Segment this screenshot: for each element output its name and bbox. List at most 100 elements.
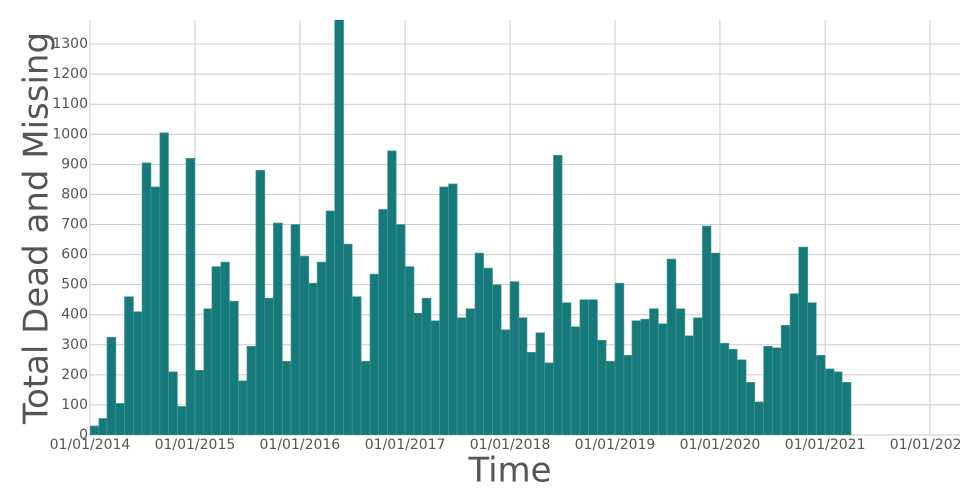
y-tick-label: 1200 <box>52 66 88 82</box>
bar <box>798 246 808 435</box>
bar <box>229 300 239 435</box>
y-tick-label: 800 <box>61 186 88 202</box>
bar <box>177 406 187 435</box>
bar <box>544 362 554 435</box>
y-tick-label: 1300 <box>52 36 88 52</box>
x-tick-label: 01/01/2015 <box>155 437 236 453</box>
bar <box>702 225 712 435</box>
bar <box>824 368 835 435</box>
bar <box>334 20 344 435</box>
y-tick-label: 0 <box>79 427 88 443</box>
bar <box>395 224 406 435</box>
bar <box>159 132 169 435</box>
bar <box>290 224 301 435</box>
bar <box>780 324 791 435</box>
bar <box>387 150 397 435</box>
bar <box>588 299 598 435</box>
bar <box>299 255 310 435</box>
bar <box>404 266 415 435</box>
bar <box>308 282 318 435</box>
bar <box>535 332 545 435</box>
bar <box>640 318 650 435</box>
bar <box>771 347 782 435</box>
bar <box>745 382 756 435</box>
bar <box>246 345 257 435</box>
bar <box>492 284 502 435</box>
x-axis-title: Time <box>467 451 551 491</box>
bar <box>194 370 205 435</box>
bar <box>526 352 537 435</box>
bar <box>378 209 388 435</box>
bar <box>605 361 616 435</box>
x-tick-label: 01/01/2022 <box>890 437 960 453</box>
bar <box>106 336 117 435</box>
y-tick-label: 600 <box>61 247 88 263</box>
bar <box>255 170 266 435</box>
y-tick-label: 400 <box>61 307 88 323</box>
bar <box>509 281 520 435</box>
bar <box>273 222 283 435</box>
bar <box>282 361 292 435</box>
bar <box>561 302 572 435</box>
bar <box>448 183 458 435</box>
bar <box>185 158 196 435</box>
bar <box>719 342 730 435</box>
bar <box>684 335 694 435</box>
y-tick-label: 300 <box>61 337 88 353</box>
x-tick-label: 01/01/2020 <box>680 437 761 453</box>
bar <box>675 308 686 435</box>
bar <box>579 299 589 435</box>
y-tick-label: 500 <box>61 277 88 293</box>
y-axis-title: Total Dead and Missing <box>17 32 57 425</box>
bar <box>203 308 213 435</box>
bar <box>325 210 335 435</box>
bar <box>597 339 607 435</box>
bar <box>710 252 721 435</box>
bar <box>693 317 703 435</box>
y-tick-label: 700 <box>61 216 88 232</box>
bar <box>316 261 327 435</box>
bar <box>369 273 379 435</box>
bar <box>124 296 134 435</box>
bar <box>351 296 362 435</box>
bar <box>439 186 449 435</box>
bar <box>789 293 800 435</box>
tick-labels: 0 100 200 300 400 500 600 700 800 900 1000 1100 1200… <box>50 36 960 453</box>
y-tick-label: 1100 <box>52 96 88 112</box>
bar <box>500 329 511 435</box>
bar <box>763 345 773 435</box>
y-tick-label: 100 <box>61 397 88 413</box>
bar <box>98 418 108 435</box>
y-tick-label: 900 <box>61 156 88 172</box>
bar <box>168 371 178 435</box>
bar <box>483 267 493 435</box>
bar <box>264 297 274 435</box>
bar <box>736 359 747 435</box>
bar <box>141 162 152 435</box>
bar <box>456 317 467 435</box>
bar <box>220 261 230 435</box>
bar <box>666 258 677 435</box>
y-tick-label: 200 <box>61 367 88 383</box>
bar <box>807 302 817 435</box>
x-tick-label: 01/01/2014 <box>50 437 131 453</box>
bar <box>815 355 826 435</box>
x-tick-label: 01/01/2016 <box>260 437 341 453</box>
x-tick-label: 01/01/2018 <box>470 437 551 453</box>
bar <box>614 282 625 435</box>
bar <box>343 243 353 435</box>
bar <box>658 323 668 435</box>
x-tick-label: 01/01/2017 <box>365 437 446 453</box>
bar <box>553 155 563 435</box>
bar <box>649 308 659 435</box>
bar <box>623 355 633 435</box>
bar <box>421 297 432 435</box>
x-tick-label: 01/01/2019 <box>575 437 656 453</box>
bar <box>360 361 371 435</box>
bar <box>238 380 248 435</box>
bar <box>90 425 100 435</box>
bar <box>841 382 852 435</box>
bar <box>133 311 143 435</box>
bar <box>728 348 738 435</box>
